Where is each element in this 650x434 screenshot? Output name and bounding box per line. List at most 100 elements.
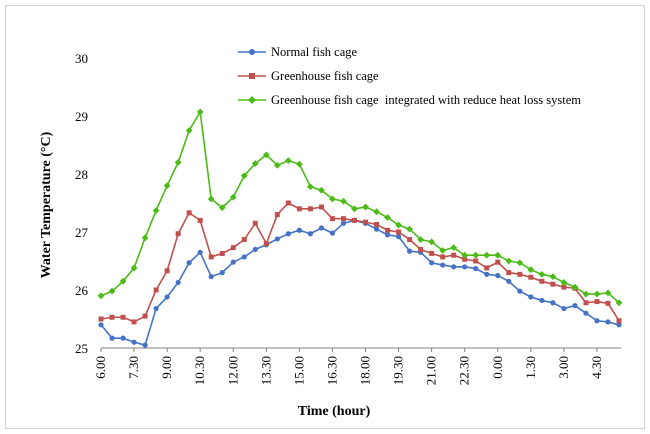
series-line-greenhouse bbox=[100, 202, 620, 323]
data-point bbox=[362, 203, 369, 211]
data-point bbox=[384, 232, 391, 238]
data-point bbox=[351, 217, 357, 223]
data-point bbox=[295, 160, 303, 168]
data-point bbox=[340, 216, 346, 222]
data-point bbox=[318, 186, 325, 194]
data-point bbox=[318, 204, 324, 210]
x-tick-label: 21.00 bbox=[424, 356, 439, 385]
data-point bbox=[141, 234, 149, 242]
data-point bbox=[440, 262, 446, 268]
data-point bbox=[572, 303, 578, 309]
data-point bbox=[142, 313, 148, 319]
data-point bbox=[318, 225, 325, 231]
x-tick-label: 12.00 bbox=[225, 356, 240, 385]
data-point bbox=[142, 342, 148, 348]
data-point bbox=[451, 252, 457, 258]
data-point bbox=[329, 195, 336, 203]
data-point bbox=[473, 265, 479, 272]
data-point bbox=[550, 281, 556, 287]
data-point bbox=[197, 249, 203, 255]
series-layer bbox=[97, 108, 623, 348]
data-point bbox=[130, 264, 138, 272]
data-point bbox=[472, 251, 480, 259]
x-tick-label: 4.30 bbox=[589, 356, 604, 379]
data-point bbox=[462, 256, 468, 262]
data-point bbox=[119, 277, 127, 285]
data-point bbox=[384, 214, 391, 221]
data-point bbox=[373, 226, 380, 232]
data-point bbox=[583, 300, 589, 306]
data-point bbox=[175, 231, 181, 237]
data-point bbox=[307, 183, 314, 191]
data-point bbox=[594, 318, 600, 324]
data-point bbox=[251, 160, 259, 167]
data-point bbox=[594, 299, 600, 305]
data-point bbox=[505, 257, 513, 265]
data-point bbox=[131, 339, 137, 345]
data-point bbox=[615, 299, 623, 307]
data-point bbox=[175, 279, 181, 286]
data-point bbox=[329, 230, 336, 236]
data-point bbox=[284, 157, 292, 165]
data-point bbox=[252, 220, 258, 226]
data-point bbox=[506, 278, 512, 284]
x-tick-label: 15.00 bbox=[291, 356, 306, 385]
data-point bbox=[219, 270, 225, 276]
data-point bbox=[582, 290, 590, 298]
data-point bbox=[240, 172, 248, 180]
data-point bbox=[131, 319, 137, 325]
data-point bbox=[428, 238, 436, 246]
data-point bbox=[296, 227, 302, 233]
legend-label-greenhouse-integrated: Greenhouse fish cage integrated with red… bbox=[271, 93, 581, 107]
data-point bbox=[263, 241, 269, 247]
data-point bbox=[406, 225, 413, 233]
x-tick-label: 7.30 bbox=[126, 356, 141, 379]
data-point bbox=[549, 273, 557, 281]
data-point bbox=[241, 254, 247, 260]
legend-label-normal: Normal fish cage bbox=[271, 45, 358, 59]
data-point bbox=[395, 234, 402, 240]
data-point bbox=[207, 195, 215, 203]
data-point bbox=[108, 287, 116, 295]
data-point bbox=[494, 251, 502, 259]
data-point bbox=[241, 237, 247, 243]
chart-frame bbox=[5, 5, 645, 429]
data-point bbox=[516, 259, 524, 267]
x-tick-label: 22.30 bbox=[457, 356, 472, 385]
data-point bbox=[517, 288, 523, 294]
data-point bbox=[373, 208, 380, 216]
data-point bbox=[164, 294, 170, 300]
y-tick-label: 28 bbox=[75, 167, 88, 182]
data-point bbox=[440, 254, 446, 260]
data-point bbox=[539, 297, 545, 304]
data-point bbox=[174, 159, 182, 166]
data-point bbox=[451, 264, 457, 270]
y-tick-label: 30 bbox=[75, 51, 88, 66]
data-point bbox=[483, 251, 491, 259]
data-point bbox=[285, 200, 291, 206]
data-point bbox=[185, 127, 193, 134]
y-tick-label: 25 bbox=[75, 341, 88, 356]
data-point bbox=[120, 314, 126, 320]
data-point bbox=[616, 322, 622, 328]
y-tick-label: 29 bbox=[75, 109, 88, 124]
legend-item-greenhouse: Greenhouse fish cage bbox=[238, 69, 379, 83]
data-point bbox=[274, 236, 280, 242]
data-point bbox=[527, 266, 535, 274]
data-point bbox=[230, 259, 236, 265]
x-tick-label: 13.30 bbox=[258, 356, 273, 385]
data-point bbox=[340, 220, 347, 226]
data-point bbox=[506, 270, 512, 276]
x-tick-label: 10.30 bbox=[192, 356, 207, 385]
data-point bbox=[517, 271, 523, 277]
data-point bbox=[538, 270, 546, 278]
data-point bbox=[561, 305, 567, 312]
data-point bbox=[417, 236, 425, 243]
data-point bbox=[528, 274, 534, 280]
data-point bbox=[616, 318, 622, 324]
data-point bbox=[374, 221, 380, 227]
data-point bbox=[218, 204, 226, 212]
data-point bbox=[274, 212, 280, 218]
data-point bbox=[528, 294, 534, 300]
data-point bbox=[109, 314, 115, 320]
